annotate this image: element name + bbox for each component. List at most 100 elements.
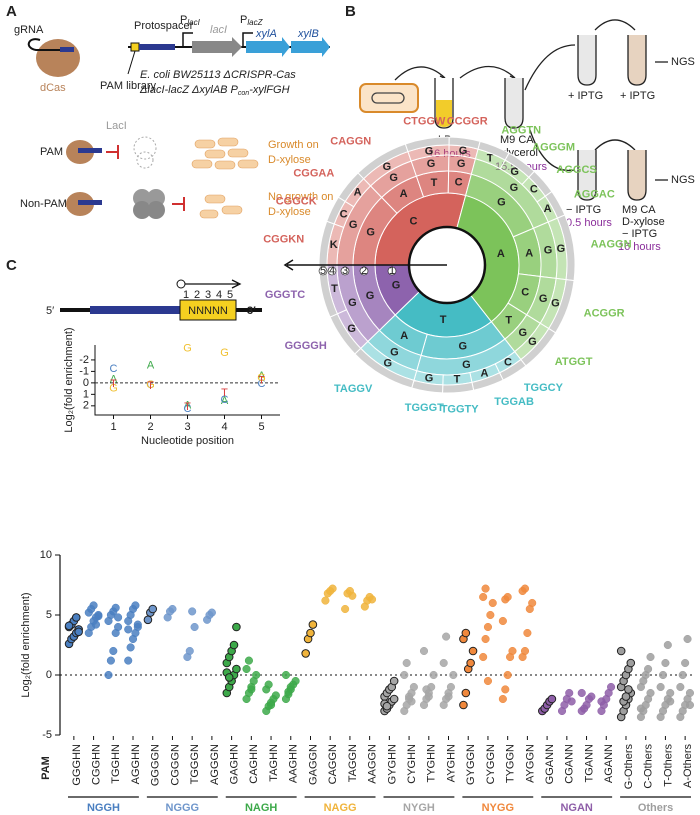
dot: [271, 691, 280, 700]
x-tick-label: AYGHN: [445, 744, 457, 782]
x-tick-label: 1: [110, 421, 116, 433]
pam-label: CGGCK: [276, 195, 317, 207]
pam-label: TGGTY: [441, 403, 480, 415]
dot: [131, 601, 140, 610]
pam-box: [179, 299, 237, 321]
position-label: 3: [342, 265, 348, 277]
x-tick-label: GYGGN: [465, 744, 477, 785]
group-label: NYGH: [403, 802, 435, 814]
dot: [190, 622, 199, 632]
letter-mark: G: [109, 383, 118, 395]
dot: [481, 584, 490, 593]
dot: [498, 616, 507, 626]
axis: [94, 345, 280, 416]
medium-label: M9 CA: [500, 134, 534, 146]
pam-label: CTGGW: [403, 116, 446, 128]
sunburst-letter: G: [459, 340, 468, 352]
pam-label: CGGAA: [293, 168, 334, 180]
sunburst-letter: G: [347, 323, 356, 335]
dot: [488, 598, 497, 608]
sunburst-letter: G: [392, 280, 401, 292]
dcas-icon: [27, 38, 80, 77]
y-axis-label: Log₂(fold enrichment): [63, 327, 75, 432]
laci-gene: [192, 37, 242, 57]
x-axis-label: Nucleotide position: [141, 435, 234, 447]
x-tick-label: AGANN: [603, 744, 615, 783]
pam-label: CAGGN: [330, 135, 371, 147]
sunburst-letter: T: [505, 314, 512, 326]
y-tick-label: -5: [42, 729, 52, 741]
x-tick-label: AYGGN: [524, 744, 536, 783]
sunburst-letter: G: [366, 226, 375, 238]
dot: [483, 622, 493, 632]
dot: [188, 607, 197, 616]
dot: [468, 646, 478, 656]
growth-label: No growth on: [268, 191, 333, 203]
dot: [444, 692, 453, 701]
sunburst-letter: G: [389, 172, 398, 184]
end-label: 3′: [247, 305, 256, 317]
dot: [126, 643, 135, 652]
dot: [348, 591, 357, 600]
x-tick-label: AAGGN: [367, 744, 379, 784]
pam-label: TGGCY: [524, 382, 564, 394]
dot: [523, 628, 532, 638]
sunburst-letter: A: [480, 368, 488, 380]
dot: [577, 688, 586, 698]
dot: [306, 628, 315, 638]
sunburst-letter: A: [544, 203, 552, 215]
x-tick-label: CAGHN: [248, 744, 260, 784]
x-tick-label: 4: [221, 421, 227, 433]
y-tick-label: 10: [40, 549, 52, 561]
protospacer-bar: [139, 44, 175, 50]
pam-label: CCGGR: [447, 115, 488, 127]
dot: [678, 670, 687, 680]
time-label: 0.5 hours: [566, 217, 612, 229]
y-tick-label: -1: [79, 365, 89, 377]
dot: [685, 688, 694, 698]
promoter-label: PlacI: [180, 14, 201, 27]
sunburst-letter: T: [440, 314, 447, 326]
x-tick-label: A-Others: [682, 744, 694, 789]
letter-mark: G: [183, 342, 192, 354]
dot: [389, 694, 399, 704]
dot: [587, 692, 596, 701]
dot: [666, 697, 675, 706]
ngs-label: NGS: [671, 56, 695, 68]
pam-row-icons: [66, 136, 259, 170]
dot: [483, 676, 493, 686]
growth-label: D-xylose: [268, 154, 311, 166]
sunburst-letter: G: [459, 145, 468, 157]
dot: [624, 685, 633, 694]
x-tick-label: CGGGN: [169, 744, 181, 786]
x-tick-label: AAGHN: [288, 744, 300, 783]
dot: [565, 688, 574, 698]
dot: [389, 676, 399, 686]
dot: [341, 604, 350, 614]
sunburst-letter: A: [354, 187, 362, 199]
dot: [328, 584, 337, 593]
dcas-label: dCas: [40, 82, 66, 94]
reading-arrow: [283, 259, 447, 271]
position-label: 4: [216, 289, 222, 301]
letter-mark: A: [147, 360, 155, 372]
x-tick-label: 2: [147, 421, 153, 433]
dot: [498, 694, 507, 704]
category-axis-label: PAM: [40, 756, 52, 780]
dot: [508, 646, 517, 656]
dot: [281, 670, 291, 680]
position-dot: [340, 266, 350, 276]
x-tick-label: AGGGN: [209, 744, 221, 785]
arrow-origin: [176, 279, 186, 289]
dot: [479, 652, 488, 662]
sunburst-letter: G: [390, 346, 399, 358]
x-tick-label: CYGGN: [485, 744, 497, 784]
dot: [94, 612, 103, 621]
sunburst-letter: T: [454, 373, 461, 385]
sunburst-letter: K: [330, 239, 338, 251]
x-tick-label: CAGGN: [327, 744, 339, 784]
dot: [520, 646, 530, 656]
x-tick-label: CYGHN: [406, 744, 418, 784]
dot: [466, 658, 475, 668]
dot: [442, 632, 451, 641]
